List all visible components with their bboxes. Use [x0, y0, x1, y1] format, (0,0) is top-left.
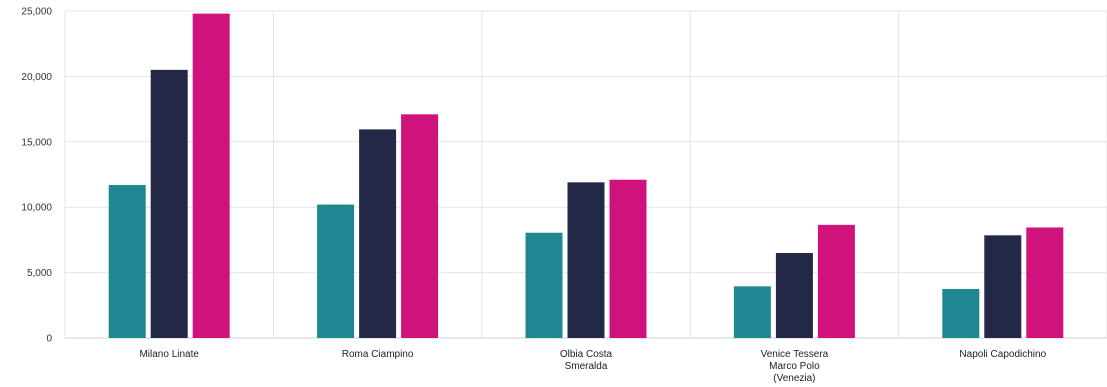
- bar: [567, 182, 605, 338]
- bar: [525, 232, 563, 338]
- y-tick-label: 0: [46, 334, 52, 345]
- bar: [108, 184, 146, 338]
- x-category-label-line: Marco Polo: [769, 361, 820, 372]
- y-tick-label: 5,000: [27, 268, 52, 279]
- x-category-label: Venice Tessera Marco Polo (Venezia): [761, 349, 829, 384]
- x-category-label-line: Smeralda: [565, 361, 608, 372]
- y-axis-ticks: 0 5,000 10,000 15,000 20,000 25,000: [21, 7, 52, 345]
- x-category-label: Roma Ciampino: [342, 349, 414, 360]
- x-category-label: Napoli Capodichino: [959, 349, 1046, 360]
- bars-layer: [108, 13, 1064, 339]
- bar: [359, 129, 397, 338]
- bar: [817, 224, 855, 338]
- bar: [192, 13, 230, 339]
- x-category-label-line: Milano Linate: [139, 349, 199, 360]
- x-category-label-line: Roma Ciampino: [342, 349, 414, 360]
- bar: [942, 288, 980, 338]
- bar: [1026, 227, 1064, 338]
- x-category-label: Olbia Costa Smeralda: [560, 349, 613, 372]
- x-category-label-line: Venice Tessera: [761, 349, 829, 360]
- bar: [775, 252, 813, 338]
- bar: [733, 286, 771, 338]
- x-category-label: Milano Linate: [139, 349, 199, 360]
- y-tick-label: 10,000: [21, 203, 52, 214]
- x-category-label-line: (Venezia): [773, 373, 815, 384]
- bar: [609, 179, 647, 338]
- bar: [401, 114, 439, 338]
- bar: [984, 235, 1022, 338]
- y-tick-label: 20,000: [21, 72, 52, 83]
- bar: [150, 69, 188, 339]
- x-axis-labels: Milano Linate Roma Ciampino Olbia Costa Sme…: [139, 349, 1046, 384]
- bar: [317, 204, 355, 338]
- y-tick-label: 15,000: [21, 137, 52, 148]
- y-tick-label: 25,000: [21, 7, 52, 18]
- x-category-label-line: Olbia Costa: [560, 349, 613, 360]
- x-category-label-line: Napoli Capodichino: [959, 349, 1046, 360]
